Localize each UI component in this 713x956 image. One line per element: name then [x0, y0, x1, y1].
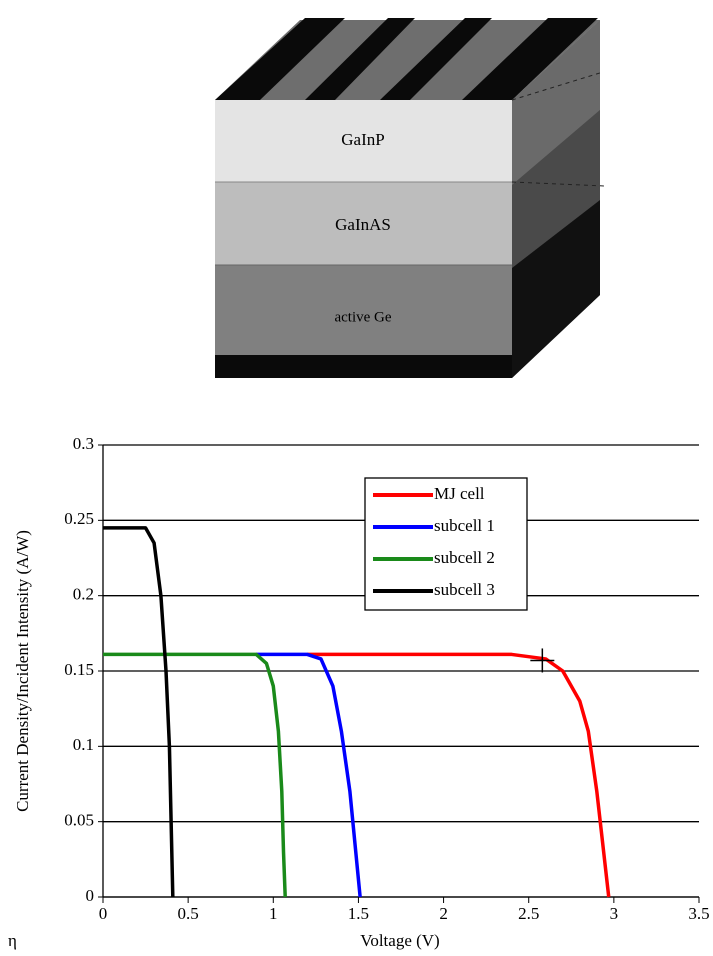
y-axis-title: Current Density/Incident Intensity (A/W): [13, 530, 32, 812]
y-tick-label: 0.3: [73, 434, 94, 453]
x-tick-label: 3: [610, 904, 619, 923]
layer-label: GaInP: [341, 130, 384, 149]
annotation: η: [8, 931, 17, 950]
x-tick-label: 0: [99, 904, 108, 923]
series-line: [307, 654, 608, 897]
x-axis-title: Voltage (V): [360, 931, 439, 950]
x-tick-label: 1.5: [348, 904, 369, 923]
y-tick-label: 0.25: [64, 509, 94, 528]
legend-label: MJ cell: [434, 484, 485, 503]
x-tick-label: 2.5: [518, 904, 539, 923]
figure: GaInP GaInAS active Ge η Voltage (V) Cur…: [0, 0, 713, 956]
layer-label: GaInAS: [335, 215, 391, 234]
y-tick-label: 0.05: [64, 811, 94, 830]
legend-label: subcell 3: [434, 580, 495, 599]
cell-diagram: GaInP GaInAS active Ge: [215, 18, 605, 378]
y-tick-label: 0.15: [64, 660, 94, 679]
series-line: [256, 654, 360, 897]
y-tick-label: 0: [86, 886, 95, 905]
layer: [215, 355, 512, 378]
max-power-marker: [530, 648, 554, 672]
x-tick-label: 2: [439, 904, 448, 923]
y-tick-label: 0.2: [73, 585, 94, 604]
series-line: [103, 654, 285, 897]
series-line: [103, 528, 173, 897]
x-tick-label: 0.5: [178, 904, 199, 923]
x-tick-label: 1: [269, 904, 278, 923]
legend-label: subcell 2: [434, 548, 495, 567]
x-tick-label: 3.5: [688, 904, 709, 923]
y-tick-label: 0.1: [73, 735, 94, 754]
layer-label: active Ge: [334, 309, 391, 325]
legend-label: subcell 1: [434, 516, 495, 535]
